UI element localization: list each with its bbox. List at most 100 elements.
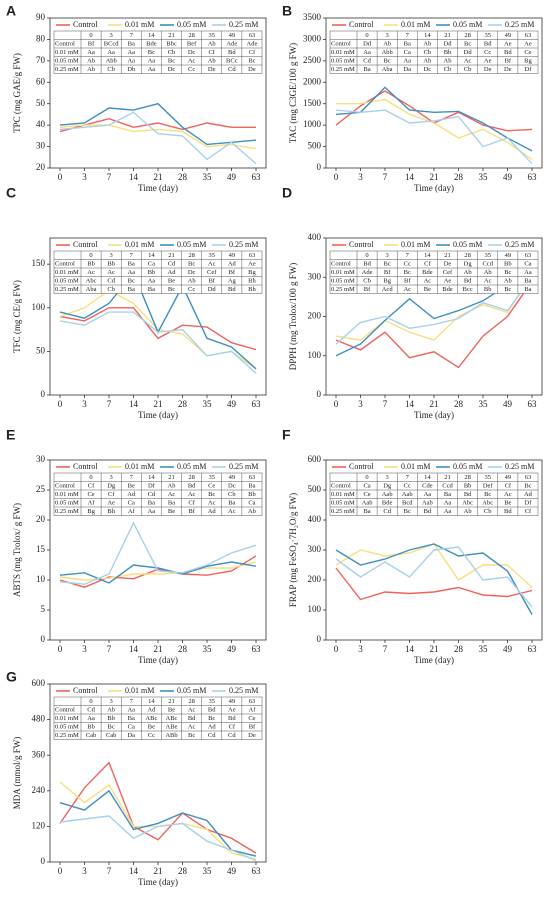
table-cell: Aa [444,508,452,515]
table-cell: Aa [363,49,371,56]
table-header: 21 [168,474,175,481]
series-line [59,789,257,857]
series-line [59,521,257,585]
y-tick-label: 60 [36,76,46,86]
x-tick-label: 35 [479,399,489,409]
y-tick-label: 2500 [303,55,322,65]
table-cell: Aba [382,66,393,73]
table-cell: Ac [464,58,472,65]
table-cell: Ac [228,508,236,515]
table-cell: Bb [504,261,512,268]
table-cell: Ab [87,66,95,73]
table-cell: Bc [248,58,255,65]
table-cell: Aa [524,269,532,276]
table-cell: Bh [248,278,256,285]
table-row-label: 0.05 mM [55,724,79,731]
series-line [59,117,256,133]
table-cell: Ade [226,41,237,48]
table-cell: Df [525,500,533,507]
legend-label: 0.25 mM [505,20,534,29]
legend-label: Control [349,462,374,471]
table-cell: De [484,66,492,73]
table-cell: Ab [208,58,216,65]
table-cell: Ca [404,49,411,56]
table-cell: Bc [484,491,491,498]
table-cell: Df [525,66,533,73]
table-row-label: Control [55,41,75,48]
table-cell: Ac [107,269,115,276]
y-tick-label: 90 [36,12,46,22]
table-row-label: Control [55,483,75,490]
table-header: 7 [406,252,410,259]
table-header: 63 [525,474,532,481]
table-cell: Ba [128,41,135,48]
table-cell: Bf [249,724,256,731]
table-cell: Bb [107,261,115,268]
table-row-label: 0.01 mM [55,491,79,498]
x-tick-label: 7 [107,399,112,409]
table-cell: Ce [363,491,370,498]
table-cell: Cab [106,732,116,739]
table-cell: Cef [207,269,217,276]
x-axis-label: Time (day) [138,410,178,420]
table-cell: Dd [444,41,453,48]
table-row-label: Control [331,483,351,490]
series-line [336,98,533,160]
table-cell: Cd [148,491,156,498]
table-header: 14 [148,474,155,481]
table-cell: Aa [87,49,95,56]
table-header: 35 [208,252,215,259]
table-cell: Bc [168,286,175,293]
y-tick-label: 150 [32,258,46,268]
y-tick-label: 120 [32,820,46,830]
table-cell: Ce [87,491,94,498]
table-cell: De [248,732,256,739]
table-cell: Abc [482,500,493,507]
table-cell: Ba [363,66,370,73]
series-line [59,111,257,165]
x-tick-label: 21 [154,866,163,876]
table-cell: Cc [188,286,195,293]
table-cell: Bg [524,58,532,65]
table-cell: Be [128,483,135,490]
x-tick-label: 21 [154,644,163,654]
y-tick-label: 400 [308,232,322,242]
table-cell: Cd [228,66,236,73]
table-cell: Ac [208,500,216,507]
table-cell: Ab [464,508,472,515]
table-cell: Ac [403,286,411,293]
x-tick-label: 0 [334,172,339,182]
y-tick-label: 300 [308,544,322,554]
legend-label: Control [349,240,374,249]
x-tick-label: 49 [227,644,237,654]
table-header: 14 [148,32,155,39]
table-cell: Ba [524,278,531,285]
table-cell: Db [127,66,135,73]
table-row-label: 0.05 mM [55,500,79,507]
table-header: 7 [406,32,410,39]
table-header: 28 [464,474,471,481]
table-cell: Bd [228,715,236,722]
table-cell: Ac [87,269,95,276]
table-header: 14 [424,32,431,39]
table-cell: Cd [363,58,371,65]
y-tick-label: 0 [41,389,46,399]
table-cell: Bd [188,715,196,722]
table-row-label: 0.05 mM [331,58,355,65]
table-cell: Bh [248,286,256,293]
y-tick-label: 300 [308,271,322,281]
table-row-label: 0.01 mM [331,491,355,498]
y-tick-label: 40 [36,119,46,129]
table-header: 35 [208,32,215,39]
table-cell: Ab [383,41,391,48]
x-tick-label: 63 [528,399,538,409]
table-cell: Cf [108,491,115,498]
table-cell: Bde [146,41,157,48]
table-cell: Ce [208,483,215,490]
y-tick-label: 1500 [303,98,322,108]
x-axis-label: Time (day) [138,877,178,887]
table-cell: Be [168,508,175,515]
table-cell: De [208,66,216,73]
table-cell: Ae [484,58,492,65]
table-cell: Cb [424,49,432,56]
